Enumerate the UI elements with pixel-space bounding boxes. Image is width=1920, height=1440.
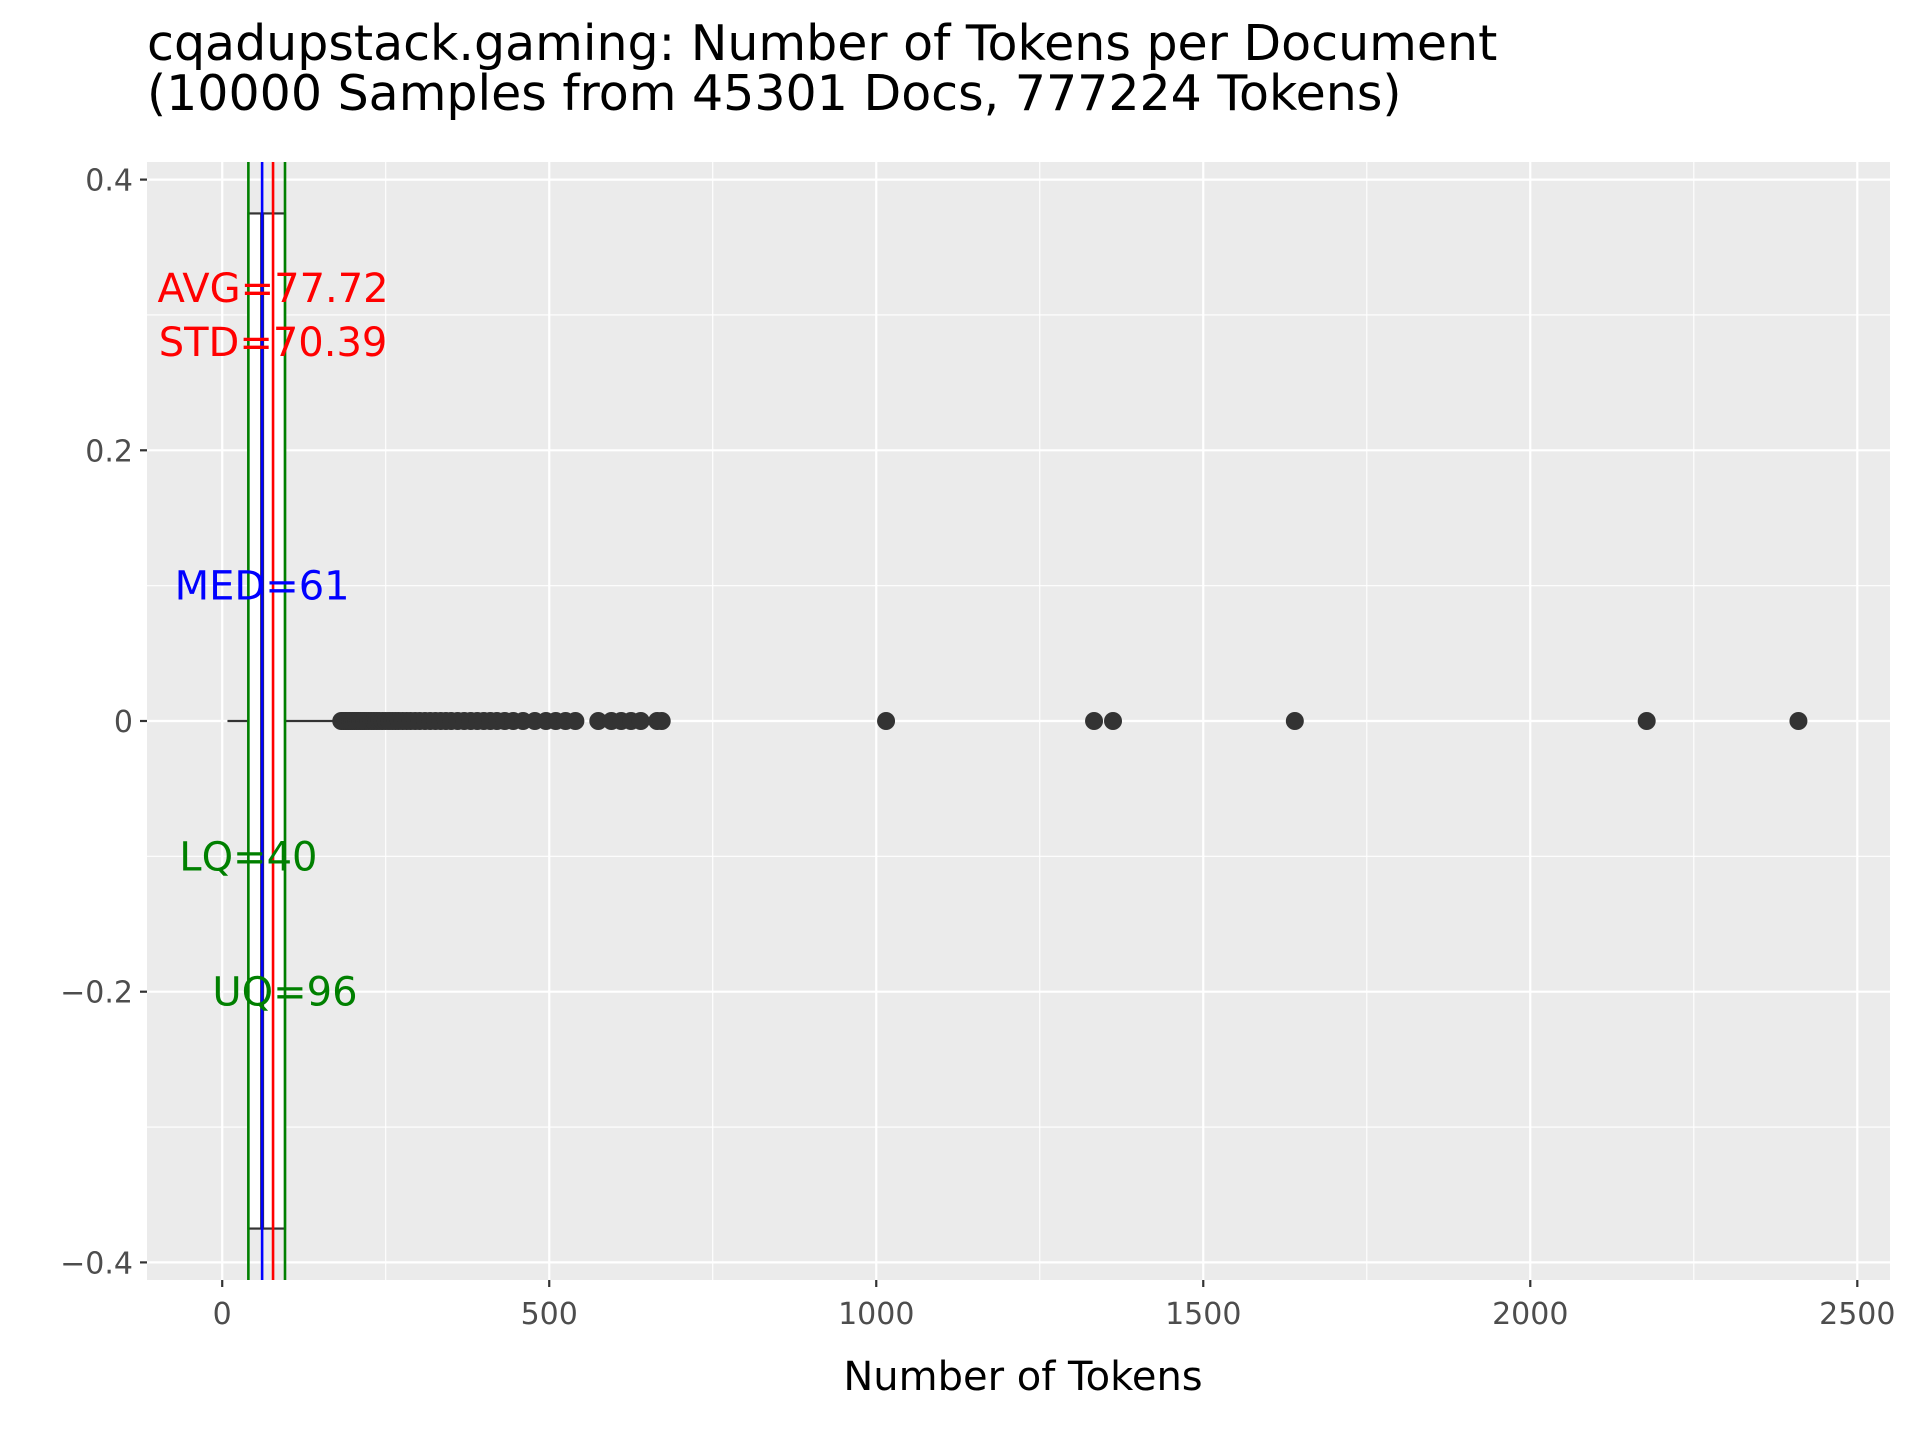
y-tick-label: 0 bbox=[114, 705, 133, 740]
outlier-point bbox=[1104, 712, 1123, 730]
x-tick-label: 500 bbox=[521, 1297, 578, 1332]
stat-annotations: AVG=77.72 STD=70.39 MED=61 LQ=40 UQ=96 bbox=[157, 266, 388, 1016]
y-tick-label: −0.4 bbox=[60, 1246, 133, 1281]
minor-gridlines bbox=[147, 162, 1890, 1280]
x-axis: 0 500 1000 1500 2000 2500 bbox=[213, 1280, 1895, 1332]
x-tick-label: 2000 bbox=[1492, 1297, 1568, 1332]
x-tick-label: 1000 bbox=[838, 1297, 914, 1332]
y-tick-label: −0.2 bbox=[60, 976, 133, 1011]
outlier-point bbox=[1789, 712, 1808, 730]
outlier-point bbox=[1285, 712, 1304, 730]
chart-title-line-1: cqadupstack.gaming: Number of Tokens per… bbox=[147, 15, 1497, 72]
stat-annotation-std: STD=70.39 bbox=[159, 320, 388, 366]
stat-annotation-uq: UQ=96 bbox=[212, 970, 357, 1016]
outlier-point bbox=[652, 712, 671, 730]
y-tick-label: 0.4 bbox=[85, 164, 133, 199]
outlier-points bbox=[332, 712, 1808, 730]
chart-title-line-2: (10000 Samples from 45301 Docs, 777224 T… bbox=[147, 65, 1401, 122]
x-axis-title: Number of Tokens bbox=[843, 1354, 1202, 1400]
reference-lines bbox=[247, 162, 287, 1280]
stat-annotation-lq: LQ=40 bbox=[179, 834, 317, 880]
outlier-point bbox=[631, 712, 650, 730]
outlier-point bbox=[877, 712, 896, 730]
outlier-point bbox=[566, 712, 585, 730]
y-tick-label: 0.2 bbox=[85, 434, 133, 469]
x-tick-label: 0 bbox=[213, 1297, 232, 1332]
outlier-point bbox=[1637, 712, 1656, 730]
y-axis: 0.4 0.2 0 −0.2 −0.4 bbox=[60, 164, 147, 1281]
outlier-point bbox=[1085, 712, 1104, 730]
stat-annotation-med: MED=61 bbox=[175, 564, 350, 610]
outlier-point bbox=[589, 712, 608, 730]
x-tick-label: 1500 bbox=[1165, 1297, 1241, 1332]
x-tick-label: 2500 bbox=[1819, 1297, 1895, 1332]
stat-annotation-avg: AVG=77.72 bbox=[157, 266, 388, 312]
